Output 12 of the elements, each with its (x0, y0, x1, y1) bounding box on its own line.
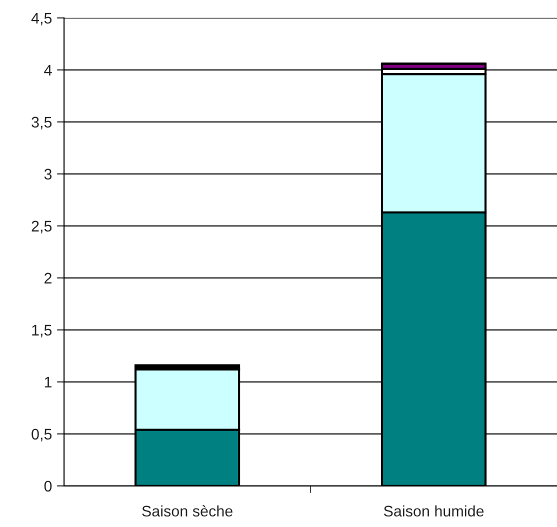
y-tick-label: 0,5 (32, 428, 52, 442)
y-tick-label: 0 (44, 480, 52, 492)
y-tick-label: 2,5 (32, 220, 52, 234)
y-tick-label: 1 (44, 376, 52, 388)
x-tick-label: Saison sèche (142, 505, 232, 517)
y-tick-label: 2 (44, 272, 52, 284)
y-tick-label: 1,5 (32, 324, 52, 338)
y-tick-label: 4,5 (31, 12, 52, 26)
x-tick-label: Saison humide (384, 505, 484, 517)
y-tick-label: 4 (44, 64, 52, 76)
y-tick-label: 3 (44, 168, 52, 180)
y-tick-label: 3,5 (32, 116, 52, 130)
